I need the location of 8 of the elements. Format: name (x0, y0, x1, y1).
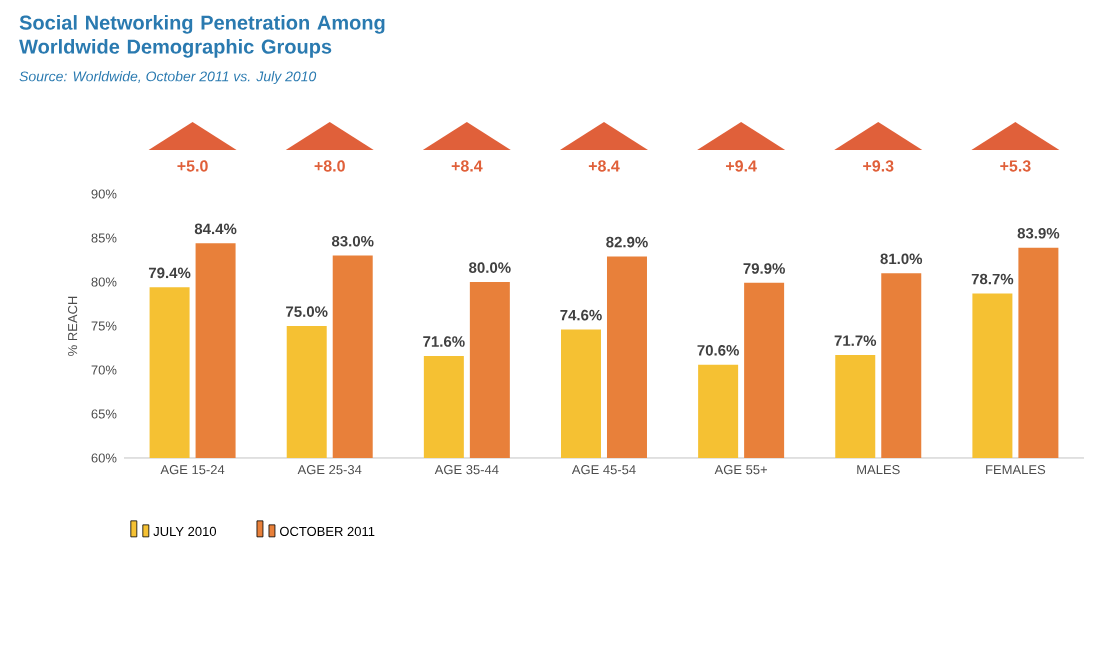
text: +8.0 (314, 160, 345, 172)
text: +5.3 (1000, 160, 1031, 172)
text: +5.0 (177, 160, 208, 172)
text: +8.4 (451, 160, 483, 172)
text: +9.3 (863, 160, 894, 172)
text: +9.4 (725, 160, 757, 172)
chart-title: Social Networking Penetration Among Worldwide Demographic Groups (19, 15, 385, 58)
text: +8.4 (588, 160, 620, 172)
